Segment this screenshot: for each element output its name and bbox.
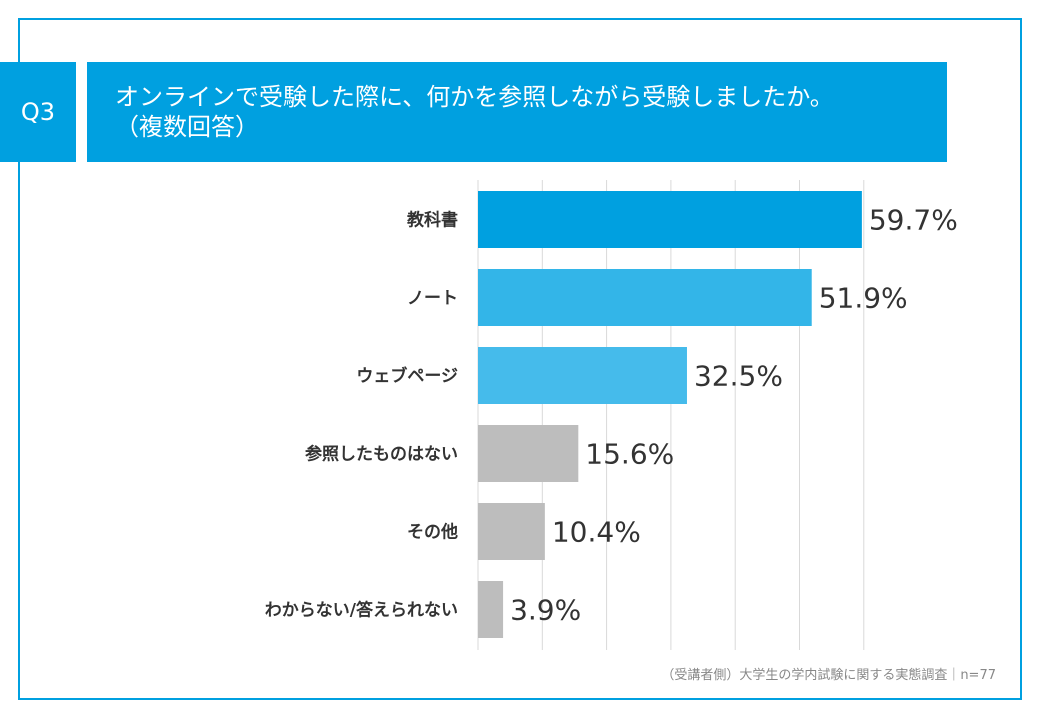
bar bbox=[478, 347, 687, 404]
category-label: ノート bbox=[407, 289, 458, 309]
figure-frame bbox=[18, 18, 1022, 700]
category-label: わからない/答えられない bbox=[265, 600, 458, 621]
category-label: 教科書 bbox=[406, 210, 458, 231]
question-label: Q3 bbox=[0, 62, 76, 162]
data-label: 3.9% bbox=[510, 594, 581, 627]
bar bbox=[478, 581, 504, 638]
question-title: オンラインで受験した際に、何かを参照しながら受験しましたか。 （複数回答） bbox=[87, 62, 947, 162]
data-label: 51.9% bbox=[819, 282, 908, 315]
data-label: 32.5% bbox=[694, 360, 783, 393]
bar bbox=[478, 269, 812, 326]
category-label: ウェブページ bbox=[356, 366, 458, 387]
source-note: （受講者側）大学生の学内試験に関する実態調査｜n=77 bbox=[661, 668, 996, 683]
title-line-1: オンラインで受験した際に、何かを参照しながら受験しましたか。 bbox=[115, 83, 834, 111]
title-line-2: （複数回答） bbox=[115, 113, 259, 141]
category-label: その他 bbox=[407, 522, 458, 543]
data-label: 59.7% bbox=[869, 204, 958, 237]
bar bbox=[478, 503, 545, 560]
category-label: 参照したものはない bbox=[305, 444, 458, 465]
bar bbox=[478, 191, 862, 248]
bar bbox=[478, 425, 579, 482]
data-label: 15.6% bbox=[585, 438, 674, 471]
data-label: 10.4% bbox=[552, 516, 641, 549]
